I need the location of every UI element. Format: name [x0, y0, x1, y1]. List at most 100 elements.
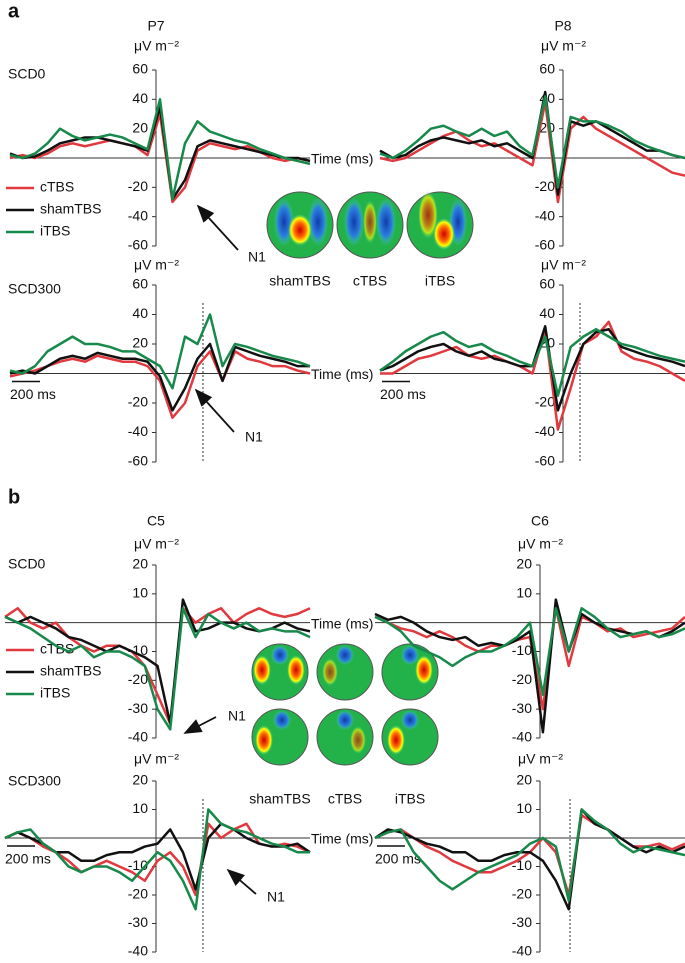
waveform [9, 350, 311, 419]
y-tick-label: -60 [128, 453, 148, 469]
y-tick-label: 60 [539, 61, 555, 77]
topomap-label: iTBS [425, 273, 455, 289]
waveform [379, 101, 685, 204]
annotation: N1 [228, 708, 246, 724]
annotation: N1 [267, 889, 285, 905]
y-tick-label: 10 [516, 800, 532, 816]
y-tick-label: -20 [128, 394, 148, 410]
y-tick-label: -40 [535, 423, 555, 439]
y-tick-label: -30 [512, 700, 532, 716]
y-tick-label: 20 [516, 772, 532, 788]
scale-bar-label: 200 ms [375, 851, 421, 867]
waveform [374, 808, 685, 911]
y-tick-label: 10 [516, 585, 532, 601]
channel-title: P7 [147, 18, 164, 34]
legend-label: cTBS [40, 179, 74, 195]
y-axis-label: μV m⁻² [518, 751, 563, 767]
y-tick-label: 40 [132, 305, 148, 321]
waveform [4, 607, 311, 731]
y-tick-label: -60 [535, 237, 555, 253]
y-tick-label: -10 [512, 857, 532, 873]
legend-label: iTBS [40, 223, 70, 239]
annotation-arrow [194, 388, 235, 433]
row-label: SCD0 [8, 66, 46, 82]
legend-label: shamTBS [40, 201, 101, 217]
y-tick-label: -20 [128, 178, 148, 194]
waveform [379, 90, 685, 196]
panel-b-topomaps [251, 643, 439, 766]
scale-bar-label: 200 ms [5, 851, 51, 867]
annotation-arrow [226, 868, 257, 895]
topomap-label: iTBS [395, 791, 425, 807]
panel-label: b [8, 486, 20, 508]
waveform [9, 313, 311, 390]
topomap-label: cTBS [353, 273, 387, 289]
legend-label: iTBS [40, 685, 70, 701]
y-axis-label: μV m⁻² [134, 751, 179, 767]
y-tick-label: -20 [512, 886, 532, 902]
channel-title: C6 [531, 513, 549, 529]
scale-bar-label: 200 ms [10, 386, 56, 402]
waveform [4, 808, 310, 911]
waveform [4, 607, 311, 725]
annotation-arrow [196, 204, 239, 251]
y-axis-label: μV m⁻² [134, 38, 179, 54]
y-tick-label: -20 [535, 394, 555, 410]
waveform [9, 98, 311, 201]
waveform [374, 808, 685, 902]
y-tick-label: -40 [128, 423, 148, 439]
y-tick-label: -10 [512, 642, 532, 658]
y-axis-label: μV m⁻² [518, 536, 563, 552]
x-axis-label: Time (ms) [311, 831, 373, 847]
legend-label: shamTBS [40, 663, 101, 679]
x-axis-label: Time (ms) [311, 151, 373, 167]
y-tick-label: -40 [128, 943, 148, 959]
y-tick-label: 40 [132, 90, 148, 106]
annotation: N1 [245, 429, 263, 445]
waveform [9, 342, 310, 412]
y-axis-label: μV m⁻² [541, 257, 586, 273]
y-tick-label: 10 [132, 585, 148, 601]
y-tick-label: -30 [128, 700, 148, 716]
x-axis-label: Time (ms) [311, 615, 373, 631]
y-tick-label: -20 [128, 671, 148, 687]
y-tick-label: -20 [128, 886, 148, 902]
annotation: N1 [248, 249, 266, 265]
waveform [374, 813, 685, 897]
topomap-label: shamTBS [249, 791, 310, 807]
y-axis-label: μV m⁻² [134, 536, 179, 552]
topomap-label: shamTBS [269, 273, 330, 289]
panel-a-topomaps [266, 191, 474, 259]
scale-bar-label: 200 ms [380, 386, 426, 402]
y-tick-label: -40 [512, 729, 532, 745]
waveform [379, 95, 685, 189]
y-tick-label: -40 [535, 207, 555, 223]
legend-label: cTBS [40, 641, 74, 657]
y-tick-label: 60 [132, 61, 148, 77]
y-tick-label: 20 [132, 772, 148, 788]
y-tick-label: -60 [535, 453, 555, 469]
row-label: SCD300 [8, 773, 61, 789]
panel-label: a [8, 0, 20, 22]
y-tick-label: 10 [132, 800, 148, 816]
y-tick-label: -60 [128, 237, 148, 253]
y-tick-label: -20 [512, 671, 532, 687]
y-tick-label: -40 [128, 729, 148, 745]
y-tick-label: 40 [539, 305, 555, 321]
row-label: SCD0 [8, 556, 46, 572]
y-tick-label: 20 [132, 119, 148, 135]
y-tick-label: 20 [132, 556, 148, 572]
y-tick-label: -40 [512, 943, 532, 959]
y-tick-label: -40 [128, 207, 148, 223]
waveform [374, 607, 685, 696]
y-tick-label: 20 [132, 335, 148, 351]
waveform [380, 320, 685, 431]
y-tick-label: 20 [516, 556, 532, 572]
y-axis-label: μV m⁻² [134, 257, 179, 273]
y-tick-label: 60 [132, 276, 148, 292]
x-axis-label: Time (ms) [311, 366, 373, 382]
topomap-label: cTBS [328, 791, 362, 807]
y-tick-label: -30 [512, 914, 532, 930]
channel-title: P8 [554, 18, 571, 34]
